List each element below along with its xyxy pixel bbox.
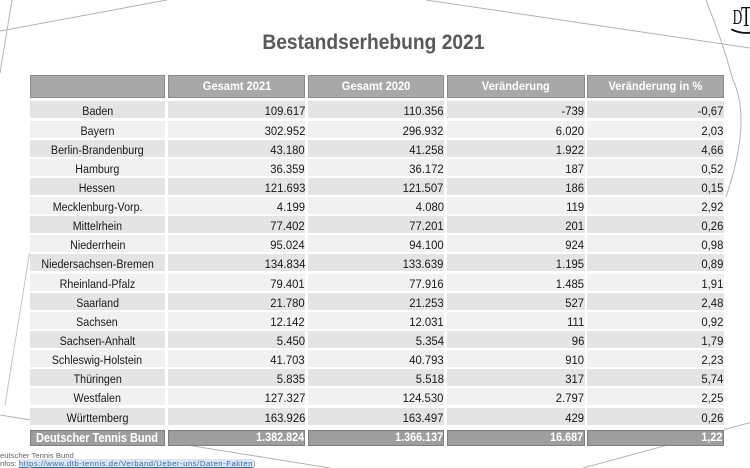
svg-text:D: D [733,5,743,29]
svg-text:T: T [741,2,750,33]
